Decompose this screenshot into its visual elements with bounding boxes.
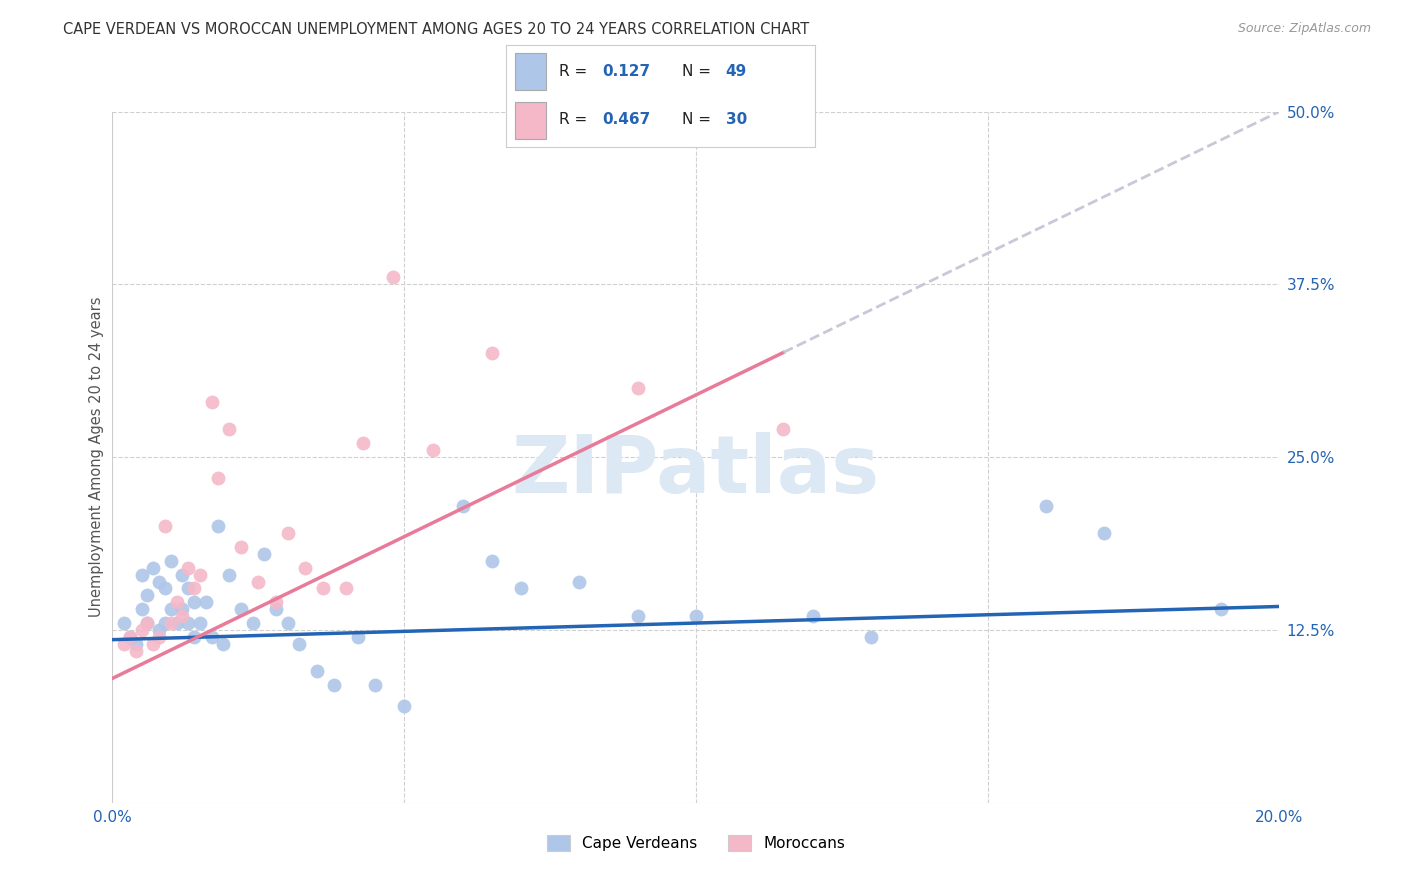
- Point: [177, 615, 200, 630]
- Point: [229, 602, 252, 616]
- Text: 49: 49: [725, 64, 747, 79]
- Point: [136, 589, 159, 603]
- Point: [183, 630, 205, 644]
- Point: [172, 567, 194, 582]
- Point: [218, 567, 240, 582]
- Text: R =: R =: [558, 112, 592, 128]
- Point: [112, 615, 135, 630]
- Point: [142, 637, 165, 651]
- Point: [801, 609, 824, 624]
- Point: [288, 637, 311, 651]
- Point: [772, 422, 794, 436]
- Point: [153, 519, 176, 533]
- Point: [172, 609, 194, 624]
- Point: [311, 582, 333, 596]
- Point: [568, 574, 591, 589]
- Point: [1209, 602, 1232, 616]
- Point: [201, 394, 224, 409]
- Point: [148, 574, 170, 589]
- Point: [247, 574, 270, 589]
- Point: [131, 602, 153, 616]
- Point: [364, 678, 387, 692]
- Point: [188, 615, 211, 630]
- Point: [118, 630, 141, 644]
- Point: [194, 595, 217, 609]
- Point: [136, 615, 159, 630]
- Point: [125, 644, 148, 658]
- Point: [177, 582, 200, 596]
- Point: [148, 630, 170, 644]
- Point: [1094, 526, 1116, 541]
- Y-axis label: Unemployment Among Ages 20 to 24 years: Unemployment Among Ages 20 to 24 years: [89, 297, 104, 617]
- Point: [229, 540, 252, 554]
- Point: [509, 582, 531, 596]
- Bar: [516, 102, 547, 139]
- Point: [188, 567, 211, 582]
- Point: [294, 561, 316, 575]
- Text: N =: N =: [682, 64, 716, 79]
- Point: [264, 602, 287, 616]
- Text: ZIPatlas: ZIPatlas: [512, 432, 880, 510]
- Point: [685, 609, 707, 624]
- Point: [148, 623, 170, 637]
- Point: [218, 422, 240, 436]
- Point: [160, 615, 183, 630]
- Point: [153, 582, 176, 596]
- Text: Source: ZipAtlas.com: Source: ZipAtlas.com: [1237, 22, 1371, 36]
- Point: [177, 561, 200, 575]
- Point: [481, 554, 503, 568]
- Point: [352, 436, 374, 450]
- Point: [183, 595, 205, 609]
- Text: 30: 30: [725, 112, 747, 128]
- Point: [394, 699, 416, 714]
- Point: [131, 567, 153, 582]
- Point: [118, 630, 141, 644]
- Point: [201, 630, 224, 644]
- Point: [242, 615, 264, 630]
- Point: [183, 582, 205, 596]
- Point: [131, 623, 153, 637]
- Point: [207, 471, 229, 485]
- Point: [253, 547, 276, 561]
- Point: [136, 615, 159, 630]
- Point: [160, 554, 183, 568]
- Bar: [516, 53, 547, 90]
- Point: [264, 595, 287, 609]
- Point: [860, 630, 883, 644]
- Text: N =: N =: [682, 112, 716, 128]
- Point: [451, 499, 474, 513]
- Point: [153, 615, 176, 630]
- Text: 0.467: 0.467: [602, 112, 651, 128]
- Text: R =: R =: [558, 64, 592, 79]
- Point: [207, 519, 229, 533]
- Point: [212, 637, 235, 651]
- Point: [627, 609, 650, 624]
- Point: [166, 615, 188, 630]
- Point: [381, 270, 404, 285]
- Legend: Cape Verdeans, Moroccans: Cape Verdeans, Moroccans: [541, 830, 851, 857]
- Text: 0.127: 0.127: [602, 64, 650, 79]
- Point: [125, 637, 148, 651]
- Point: [422, 443, 444, 458]
- Point: [335, 582, 357, 596]
- Point: [166, 595, 188, 609]
- Point: [323, 678, 346, 692]
- Point: [346, 630, 368, 644]
- Point: [160, 602, 183, 616]
- Point: [276, 526, 298, 541]
- Point: [481, 346, 503, 360]
- Point: [627, 381, 650, 395]
- Point: [305, 665, 328, 679]
- Point: [112, 637, 135, 651]
- Point: [172, 602, 194, 616]
- Point: [142, 561, 165, 575]
- Point: [276, 615, 298, 630]
- Text: CAPE VERDEAN VS MOROCCAN UNEMPLOYMENT AMONG AGES 20 TO 24 YEARS CORRELATION CHAR: CAPE VERDEAN VS MOROCCAN UNEMPLOYMENT AM…: [63, 22, 810, 37]
- Point: [1035, 499, 1057, 513]
